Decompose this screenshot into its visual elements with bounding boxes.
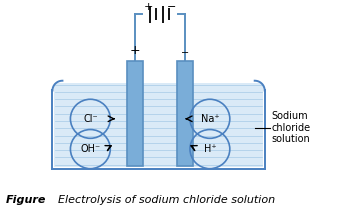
- Bar: [127, 61, 143, 166]
- Bar: [177, 61, 193, 166]
- Text: Electrolysis of sodium chloride solution: Electrolysis of sodium chloride solution: [58, 195, 276, 205]
- Text: chloride: chloride: [272, 123, 311, 133]
- Text: +: +: [144, 2, 154, 12]
- Text: −: −: [181, 48, 189, 58]
- Text: +: +: [130, 44, 140, 57]
- Text: Figure: Figure: [6, 195, 46, 205]
- Text: −: −: [166, 2, 176, 12]
- Bar: [54, 83, 263, 167]
- Text: Cl⁻: Cl⁻: [83, 114, 98, 124]
- Text: solution: solution: [272, 134, 310, 144]
- Text: OH⁻: OH⁻: [80, 144, 100, 154]
- Text: Na⁺: Na⁺: [200, 114, 219, 124]
- Text: Sodium: Sodium: [272, 111, 308, 121]
- Text: H⁺: H⁺: [204, 144, 216, 154]
